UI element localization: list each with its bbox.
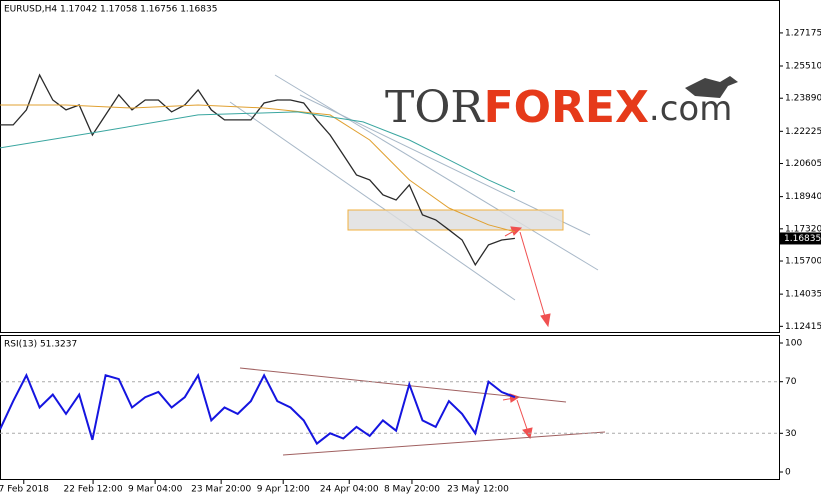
- x-tick-label: 23 Mar 20:00: [191, 485, 251, 495]
- x-tick-label: 22 Feb 12:00: [64, 485, 123, 495]
- arrow: [516, 399, 529, 433]
- y-tick-label: 1.27175: [785, 28, 821, 38]
- x-tick-label: 9 Apr 12:00: [257, 485, 310, 495]
- y-tick-label: 1.12415: [785, 322, 821, 332]
- y-tick-label: 1.15700: [785, 257, 821, 267]
- main-frame: [0, 0, 780, 333]
- y-tick-label: 1.18940: [785, 192, 821, 202]
- y-tick-label: 0: [785, 468, 791, 478]
- rsi-frame: [0, 335, 780, 480]
- series-line: [0, 73, 515, 267]
- rsi-title: RSI(13) 51.3237: [4, 340, 77, 350]
- y-tick-label: 1.22225: [785, 127, 821, 137]
- logo-part: TOR: [385, 82, 485, 133]
- y-tick-label: 70: [785, 377, 797, 387]
- last-price-label: 1.16835: [784, 234, 821, 244]
- logo-bull: [685, 76, 738, 98]
- x-tick-label: 8 May 20:00: [384, 485, 440, 495]
- y-tick-label: 1.23890: [785, 94, 821, 104]
- x-tick-label: 23 May 12:00: [447, 485, 509, 495]
- last-price-box: [780, 232, 821, 245]
- trend-line: [239, 367, 567, 403]
- series-line: [0, 104, 516, 233]
- channel-line: [274, 74, 599, 271]
- y-tick-label: 1.17320: [785, 224, 821, 234]
- series-line: [0, 111, 516, 193]
- x-tick-label: 24 Apr 04:00: [320, 485, 379, 495]
- y-tick-label: 30: [785, 429, 797, 439]
- x-tick-label: 7 Feb 2018: [0, 485, 49, 495]
- y-tick-label: 1.25510: [785, 62, 821, 72]
- arrow-head: [540, 313, 551, 328]
- x-tick-label: 9 Mar 04:00: [128, 485, 183, 495]
- arrow: [519, 231, 547, 321]
- logo-part: FOREX: [484, 82, 649, 133]
- logo: TORFOREX.com: [385, 82, 732, 134]
- channel-line: [229, 101, 516, 301]
- y-tick-label: 1.20605: [785, 159, 821, 169]
- series-line: [0, 372, 516, 446]
- zone: [347, 209, 564, 231]
- trend-line: [282, 431, 606, 456]
- chart-title: EURUSD,H4 1.17042 1.17058 1.16756 1.1683…: [4, 5, 217, 15]
- y-tick-label: 100: [785, 339, 802, 349]
- y-tick-label: 1.14035: [785, 290, 821, 300]
